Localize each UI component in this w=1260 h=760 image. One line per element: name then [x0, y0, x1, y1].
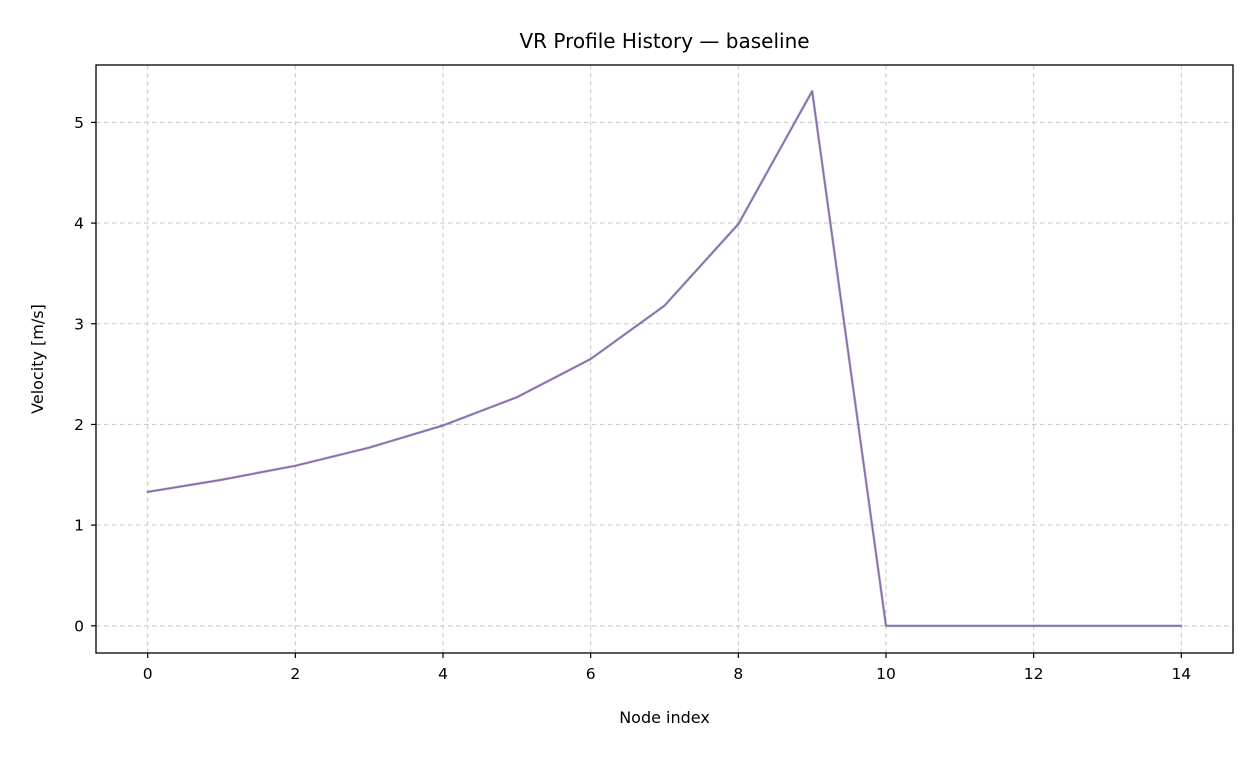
series-line [148, 91, 1182, 626]
x-tick-label: 4 [438, 665, 448, 683]
x-tick-label: 6 [586, 665, 596, 683]
series-line-shadow [148, 91, 1182, 626]
plot-frame [96, 65, 1233, 653]
y-tick-label: 2 [74, 416, 84, 434]
x-tick-label: 10 [876, 665, 896, 683]
grid [96, 65, 1233, 653]
x-tick-label: 12 [1024, 665, 1044, 683]
y-axis-label: Velocity [m/s] [28, 304, 47, 414]
y-tick-label: 5 [74, 114, 84, 132]
x-axis-label: Node index [619, 708, 710, 727]
y-tick-label: 3 [74, 315, 84, 333]
chart-title: VR Profile History — baseline [519, 29, 809, 53]
y-tick-label: 1 [74, 517, 84, 535]
x-tick-label: 0 [143, 665, 153, 683]
y-tick-label: 0 [74, 617, 84, 635]
x-tick-label: 8 [733, 665, 743, 683]
x-tick-label: 14 [1171, 665, 1191, 683]
x-tick-label: 2 [290, 665, 300, 683]
series-layer [148, 91, 1182, 626]
y-tick-label: 4 [74, 215, 84, 233]
